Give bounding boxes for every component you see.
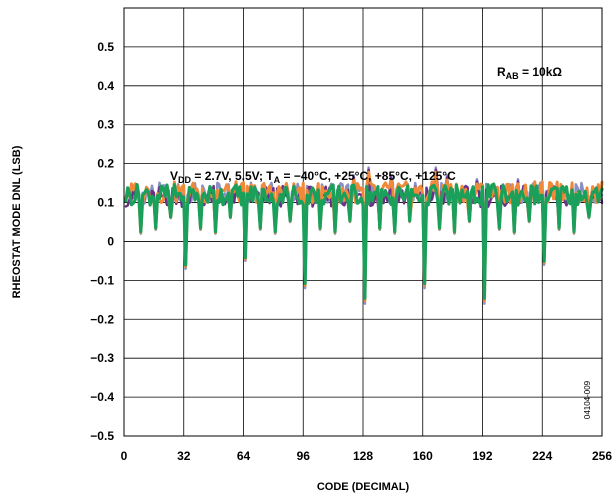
cond-part2: = 2.7V, 5.5V; T bbox=[191, 169, 274, 183]
rab-sub: AB bbox=[506, 71, 519, 81]
plot-frame bbox=[123, 7, 603, 437]
series-line bbox=[124, 182, 604, 300]
rab-annotation: RAB = 10kΩ bbox=[497, 65, 562, 81]
y-tick-label: 0.1 bbox=[97, 196, 114, 210]
y-tick-label: −0.4 bbox=[90, 390, 114, 404]
y-tick-label: 0.2 bbox=[97, 157, 114, 171]
y-tick-label: −0.2 bbox=[90, 312, 114, 326]
x-tick-label: 64 bbox=[237, 449, 251, 463]
y-tick-label: −0.1 bbox=[90, 273, 114, 287]
x-tick-label: 96 bbox=[297, 449, 311, 463]
cond-part3: = −40°C, +25°C, +85°C, +125°C bbox=[280, 169, 456, 183]
y-tick-label: −0.3 bbox=[90, 351, 114, 365]
x-tick-label: 128 bbox=[353, 449, 373, 463]
cond-part1: V bbox=[170, 169, 178, 183]
x-tick-label: 224 bbox=[532, 449, 552, 463]
y-tick-labels: 0.5 0.4 0.3 0.2 0.1 0 −0.1 −0.2 −0.3 −0.4 −0.5 bbox=[90, 40, 114, 443]
conditions-annotation: VDD = 2.7V, 5.5V; TA = −40°C, +25°C, +85… bbox=[170, 169, 456, 185]
cond-sub2: A bbox=[274, 175, 281, 185]
y-tick-label: 0 bbox=[107, 234, 114, 248]
y-tick-label: 0.5 bbox=[97, 40, 114, 54]
y-axis-title: RHEOSTAT MODE DNL (LSB) bbox=[11, 145, 23, 298]
figure-id: 04104-009 bbox=[583, 380, 592, 419]
x-tick-label: 32 bbox=[177, 449, 191, 463]
cond-sub1: DD bbox=[178, 175, 191, 185]
x-tick-label: 160 bbox=[413, 449, 433, 463]
y-tick-label: 0.3 bbox=[97, 118, 114, 132]
y-tick-label: −0.5 bbox=[90, 429, 114, 443]
x-tick-label: 256 bbox=[592, 449, 612, 463]
rab-suffix: = 10kΩ bbox=[519, 65, 563, 79]
y-tick-label: 0.4 bbox=[97, 79, 114, 93]
x-tick-label: 192 bbox=[472, 449, 492, 463]
x-axis-title: CODE (DECIMAL) bbox=[317, 481, 410, 493]
x-tick-labels: 0 32 64 96 128 160 192 224 256 bbox=[121, 449, 613, 463]
rab-prefix: R bbox=[497, 65, 506, 79]
x-tick-label: 0 bbox=[121, 449, 128, 463]
plot-area bbox=[124, 166, 604, 305]
